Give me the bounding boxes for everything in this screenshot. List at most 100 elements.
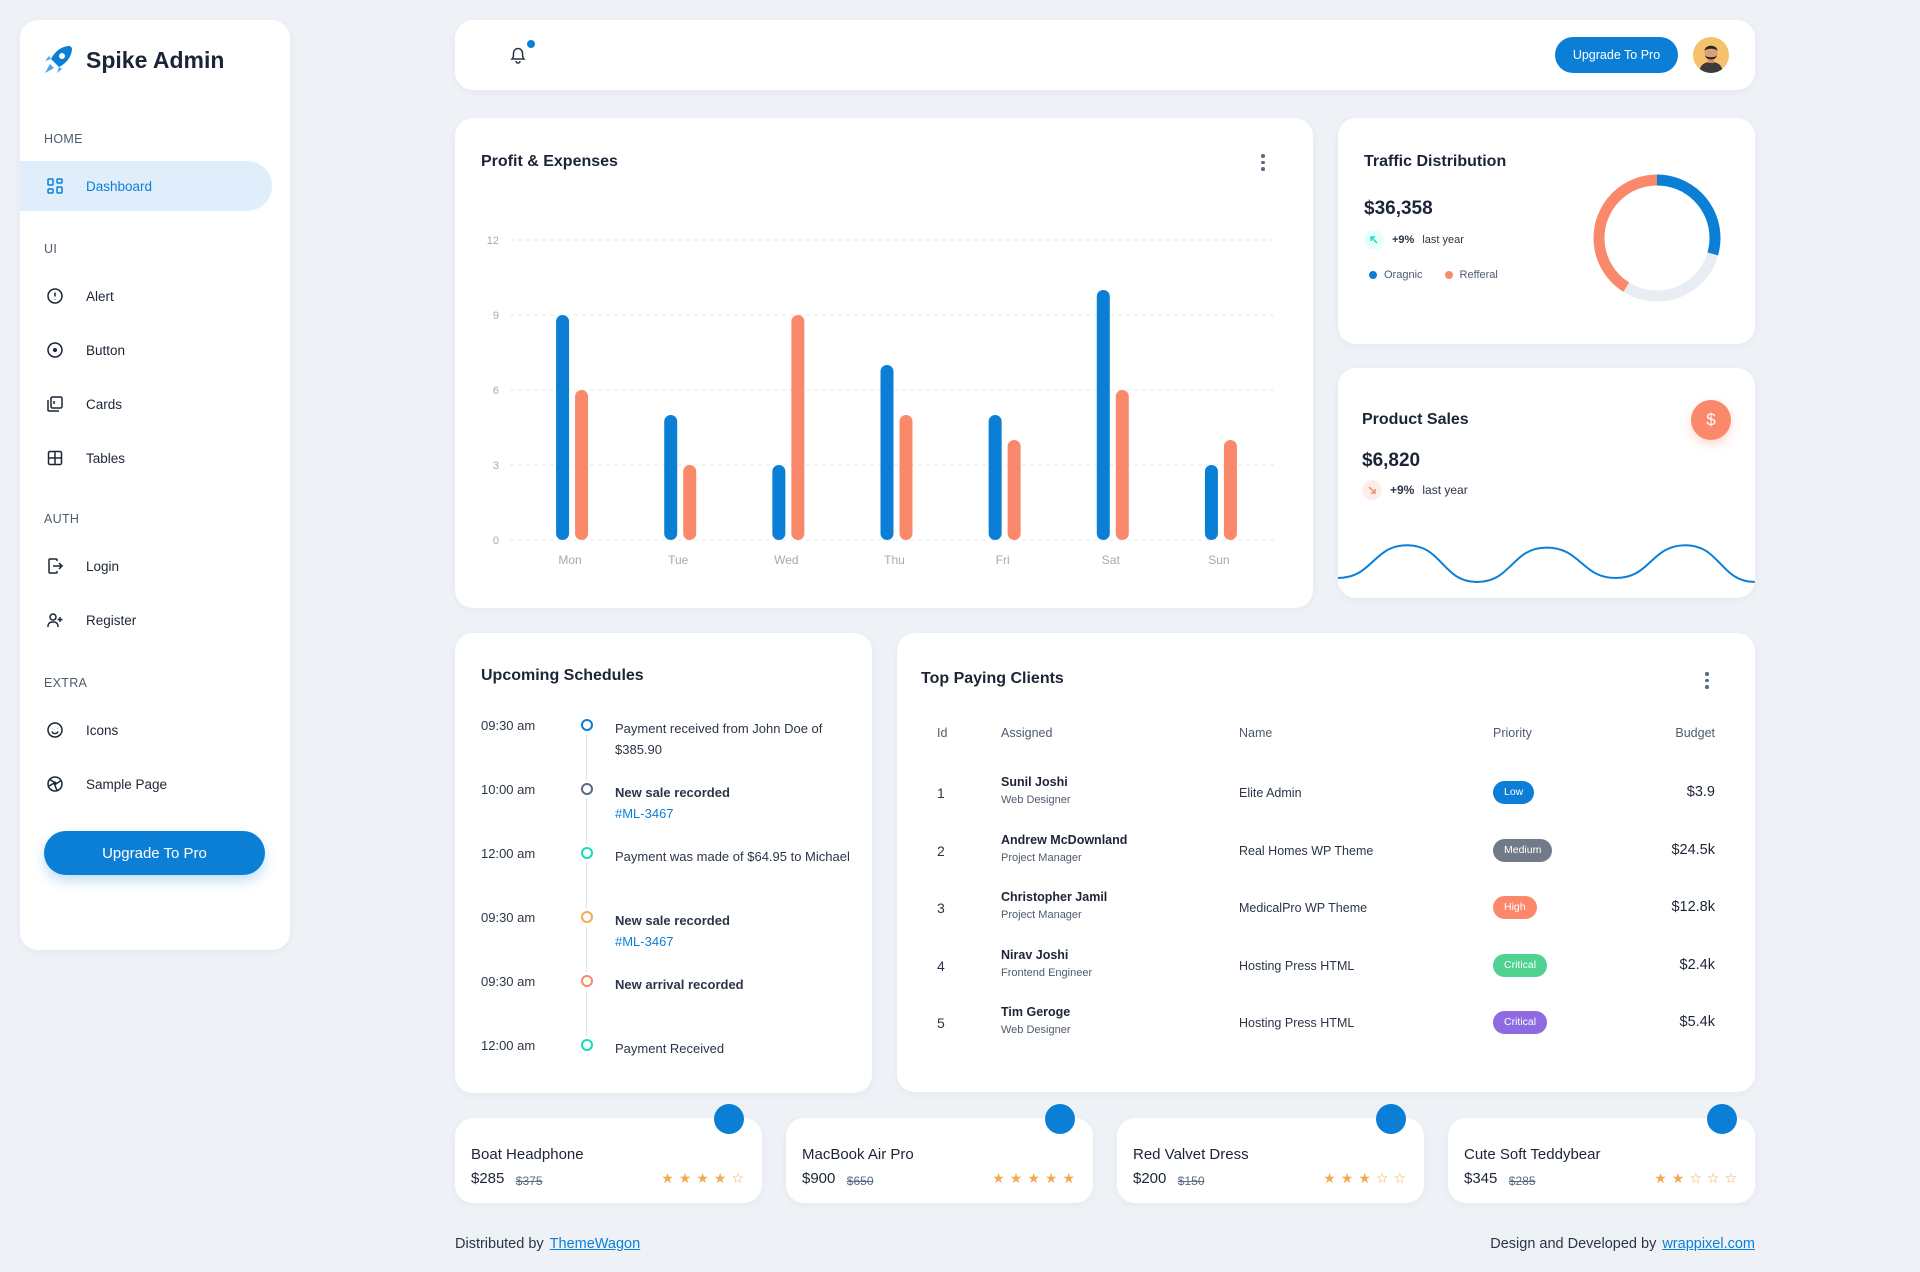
upcoming-schedules-card: Upcoming Schedules 09:30 am Payment recei… <box>455 633 872 1093</box>
bar-mon-1[interactable] <box>575 390 589 540</box>
sidebar-item-cards[interactable]: Cards <box>20 379 272 429</box>
schedule-link[interactable]: #ML-3467 <box>615 934 674 949</box>
donut-slice-refferal[interactable] <box>1593 174 1721 302</box>
sidebar-item-icons[interactable]: Icons <box>20 705 272 755</box>
nav-section-ui: UI <box>44 242 58 256</box>
bar-tue-0[interactable] <box>664 415 678 540</box>
footer-distributed: Distributed by ThemeWagon <box>455 1236 640 1252</box>
column-header-id[interactable]: Id <box>937 726 948 740</box>
column-header-priority[interactable]: Priority <box>1493 726 1532 740</box>
schedule-time: 12:00 am <box>481 846 536 861</box>
header-upgrade-button[interactable]: Upgrade To Pro <box>1555 37 1678 73</box>
column-header-budget[interactable]: Budget <box>1675 726 1715 740</box>
star-filled-icon: ★ <box>696 1170 709 1186</box>
add-to-cart-button[interactable] <box>1707 1104 1737 1134</box>
table-row[interactable]: 4 Nirav Joshi Frontend Engineer Hosting Pre… <box>897 940 1755 997</box>
bar-mon-0[interactable] <box>556 315 570 540</box>
sidebar-item-button[interactable]: Button <box>20 325 272 375</box>
bell-icon[interactable] <box>507 44 529 66</box>
add-to-cart-button[interactable] <box>1376 1104 1406 1134</box>
product-price: $345 <box>1464 1170 1498 1187</box>
sidebar-item-label: Sample Page <box>86 776 168 792</box>
star-filled-icon: ★ <box>1009 1170 1023 1186</box>
star-filled-icon: ★ <box>992 1170 1005 1186</box>
sidebar-upgrade-button[interactable]: Upgrade To Pro <box>44 831 265 875</box>
clients-title: Top Paying Clients <box>921 670 1064 687</box>
bar-thu-0[interactable] <box>880 365 894 540</box>
traffic-donut-chart <box>1593 174 1721 302</box>
y-tick-label: 3 <box>493 460 499 472</box>
product-card[interactable]: Cute Soft Teddybear $345 $285 ★ ★ ☆ ☆ ☆ <box>1448 1104 1755 1203</box>
star-outline-icon: ☆ <box>1706 1170 1720 1186</box>
cell-project-name: Hosting Press HTML <box>1239 958 1355 973</box>
star-outline-icon: ☆ <box>731 1170 744 1186</box>
cell-budget: $24.5k <box>1671 841 1715 858</box>
more-options-icon[interactable] <box>1260 154 1266 171</box>
timeline-line <box>586 798 587 844</box>
table-row[interactable]: 3 Christopher Jamil Project Manager Medical… <box>897 882 1755 939</box>
product-card[interactable]: MacBook Air Pro $900 $650 ★ ★ ★ ★ ★ <box>786 1104 1093 1203</box>
cell-budget: $3.9 <box>1686 784 1715 800</box>
sales-line <box>1338 544 1755 584</box>
sidebar-item-label: Cards <box>86 396 123 412</box>
schedule-text: New sale recorded #ML-3467 <box>615 913 730 949</box>
star-outline-icon: ☆ <box>1724 1170 1737 1186</box>
bar-sun-1[interactable] <box>1223 440 1237 540</box>
brand-logo[interactable]: Spike Admin <box>40 42 224 78</box>
product-rating: ★ ★ ★ ☆ ☆ <box>1323 1171 1406 1185</box>
add-to-cart-button[interactable] <box>1045 1104 1075 1134</box>
bar-sat-1[interactable] <box>1115 390 1129 540</box>
sidebar-item-register[interactable]: Register <box>20 595 272 645</box>
sidebar-item-alert[interactable]: Alert <box>20 271 272 321</box>
bar-wed-0[interactable] <box>772 465 786 540</box>
star-outline-icon: ☆ <box>1393 1170 1406 1186</box>
mood-happy-icon <box>47 722 63 738</box>
schedule-link[interactable]: #ML-3467 <box>615 806 674 821</box>
column-header-assigned[interactable]: Assigned <box>1001 726 1053 740</box>
sidebar-item-login[interactable]: Login <box>20 541 272 591</box>
y-tick-label: 9 <box>493 310 499 322</box>
sidebar-item-sample-page[interactable]: Sample Page <box>20 759 272 809</box>
traffic-distribution-card: Traffic Distribution $36,358 +9% last ye… <box>1338 118 1755 344</box>
circle-dot-icon <box>47 342 63 358</box>
sidebar-item-tables[interactable]: Tables <box>20 433 272 483</box>
schedule-time: 09:30 am <box>481 974 536 989</box>
bar-sun-0[interactable] <box>1204 465 1218 540</box>
donut-slice-unlabeled[interactable] <box>1593 174 1721 302</box>
avatar[interactable] <box>1693 37 1729 73</box>
schedule-item: 09:30 am New arrival recorded <box>481 974 851 992</box>
bar-fri-0[interactable] <box>988 415 1002 540</box>
bar-fri-1[interactable] <box>1007 440 1021 540</box>
x-tick-label: Fri <box>996 553 1010 567</box>
schedule-item: 10:00 am New sale recorded #ML-3467 <box>481 782 851 821</box>
add-to-cart-button[interactable] <box>714 1104 744 1134</box>
footer-developed: Design and Developed by wrappixel.com <box>1490 1236 1755 1252</box>
table-row[interactable]: 2 Andrew McDownland Project Manager Real Ho… <box>897 825 1755 882</box>
bar-wed-1[interactable] <box>791 315 805 540</box>
footer-left-text: Distributed by <box>455 1236 544 1252</box>
wrappixel-link[interactable]: wrappixel.com <box>1662 1236 1755 1252</box>
timeline-dot <box>581 719 593 731</box>
column-header-name[interactable]: Name <box>1239 726 1273 740</box>
cell-budget: $12.8k <box>1671 899 1715 915</box>
sidebar-item-label: Icons <box>86 722 119 738</box>
product-price: $200 <box>1133 1170 1167 1187</box>
table-row[interactable]: 5 Tim Geroge Web Designer Hosting Press HTM… <box>897 997 1755 1054</box>
product-price: $285 <box>471 1170 505 1187</box>
table-row[interactable]: 1 Sunil Joshi Web Designer Elite Admin Low $3… <box>897 767 1755 824</box>
sidebar-item-label: Alert <box>86 288 114 304</box>
sales-change: +9% last year <box>1362 480 1468 500</box>
bar-sat-0[interactable] <box>1096 290 1110 540</box>
product-name: Red Valvet Dress <box>1133 1146 1249 1163</box>
cell-project-name: MedicalPro WP Theme <box>1239 901 1368 915</box>
themewagon-link[interactable]: ThemeWagon <box>549 1236 641 1252</box>
nav-section-auth: AUTH <box>44 512 80 526</box>
product-card[interactable]: Red Valvet Dress $200 $150 ★ ★ ★ ☆ ☆ <box>1117 1104 1424 1203</box>
schedule-text: Payment received from John Doe of $385.9… <box>615 721 823 757</box>
bar-thu-1[interactable] <box>899 415 913 540</box>
bar-tue-1[interactable] <box>683 465 697 540</box>
more-options-icon[interactable] <box>1704 672 1710 689</box>
product-card[interactable]: Boat Headphone $285 $375 ★ ★ ★ ★ ☆ <box>455 1104 762 1203</box>
sidebar-item-dashboard[interactable]: Dashboard <box>20 161 272 211</box>
cell-id: 3 <box>937 900 945 916</box>
